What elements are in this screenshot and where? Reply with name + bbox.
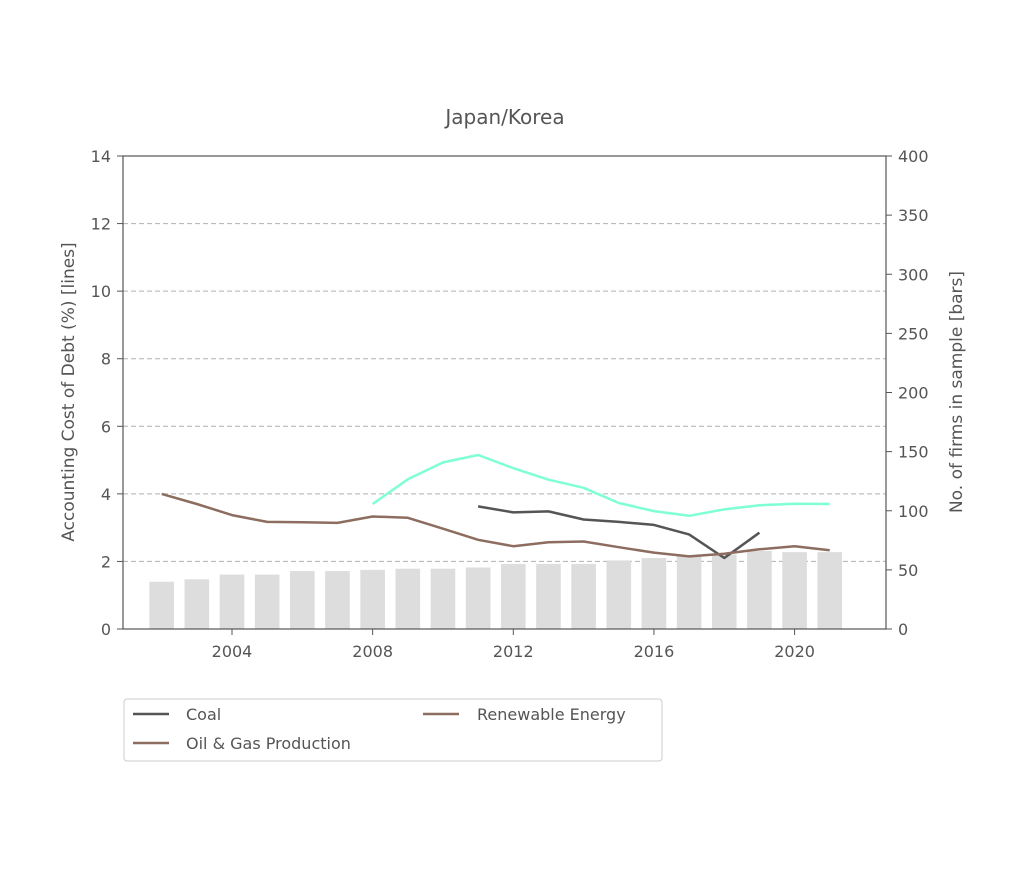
bar-2004 bbox=[219, 574, 245, 629]
bar-2010 bbox=[430, 568, 456, 629]
y-right-tick-label: 50 bbox=[898, 561, 918, 580]
bar-series bbox=[149, 550, 843, 629]
bar-2013 bbox=[536, 563, 561, 629]
x-tick-label: 2004 bbox=[212, 642, 253, 661]
series-line-oil-gas-production bbox=[161, 492, 830, 558]
legend-label-coal: Coal bbox=[186, 705, 221, 724]
y-right-tick-label: 250 bbox=[898, 324, 929, 343]
legend-label-oil-gas-production: Oil & Gas Production bbox=[186, 734, 351, 753]
bar-2008 bbox=[360, 569, 385, 629]
legend-label-renewable-energy: Renewable Energy bbox=[477, 705, 626, 724]
x-tick-label: 2012 bbox=[493, 642, 534, 661]
bar-2003 bbox=[184, 579, 210, 629]
bar-2005 bbox=[254, 574, 280, 629]
bar-2007 bbox=[325, 571, 350, 629]
y-right-tick-label: 300 bbox=[898, 265, 929, 284]
y-axis-left: 0 2 4 6 8 10 12 14 bbox=[91, 147, 123, 639]
bar-2016 bbox=[641, 558, 667, 629]
y-left-tick-label: 8 bbox=[101, 350, 111, 369]
bar-2002 bbox=[149, 581, 174, 629]
line-series bbox=[161, 453, 830, 560]
y-left-tick-label: 0 bbox=[101, 620, 111, 639]
legend-box bbox=[123, 698, 663, 762]
y-left-tick-label: 4 bbox=[101, 485, 111, 504]
series-line-renewable-energy bbox=[371, 453, 830, 518]
y-right-tick-label: 0 bbox=[898, 620, 908, 639]
y-right-tick-label: 200 bbox=[898, 384, 929, 403]
bar-2006 bbox=[290, 571, 315, 629]
y-right-tick-label: 400 bbox=[898, 147, 929, 166]
x-axis: 2004 2008 2012 2016 2020 bbox=[212, 629, 815, 661]
legend: Coal Renewable Energy Oil & Gas Producti… bbox=[123, 698, 663, 762]
bar-2017 bbox=[676, 555, 702, 629]
y-right-tick-label: 150 bbox=[898, 443, 929, 462]
y-left-tick-label: 10 bbox=[91, 282, 111, 301]
y-left-tick-label: 14 bbox=[91, 147, 111, 166]
y-left-tick-label: 12 bbox=[91, 215, 111, 234]
bar-2015 bbox=[606, 560, 632, 629]
x-tick-label: 2020 bbox=[774, 642, 815, 661]
x-tick-label: 2008 bbox=[352, 642, 393, 661]
y-axis-left-title: Accounting Cost of Debt (%) [lines] bbox=[59, 242, 79, 541]
bar-2019 bbox=[747, 550, 772, 629]
y-right-tick-label: 100 bbox=[898, 502, 929, 521]
y-left-tick-label: 6 bbox=[101, 417, 111, 436]
bar-2021 bbox=[817, 552, 843, 629]
bar-2011 bbox=[465, 567, 491, 629]
y-left-tick-label: 2 bbox=[101, 552, 111, 571]
bar-2018 bbox=[711, 554, 737, 629]
bar-2012 bbox=[500, 563, 526, 629]
y-right-tick-label: 350 bbox=[898, 206, 929, 225]
bar-2020 bbox=[782, 552, 807, 629]
series-line-coal bbox=[477, 505, 761, 560]
chart-title: Japan/Korea bbox=[443, 105, 564, 129]
bar-2009 bbox=[395, 568, 421, 629]
y-axis-right: 0 50 100 150 200 250 300 350 400 bbox=[886, 147, 929, 639]
bar-2014 bbox=[571, 563, 596, 629]
x-tick-label: 2016 bbox=[634, 642, 675, 661]
y-axis-right-title: No. of firms in sample [bars] bbox=[947, 271, 967, 513]
